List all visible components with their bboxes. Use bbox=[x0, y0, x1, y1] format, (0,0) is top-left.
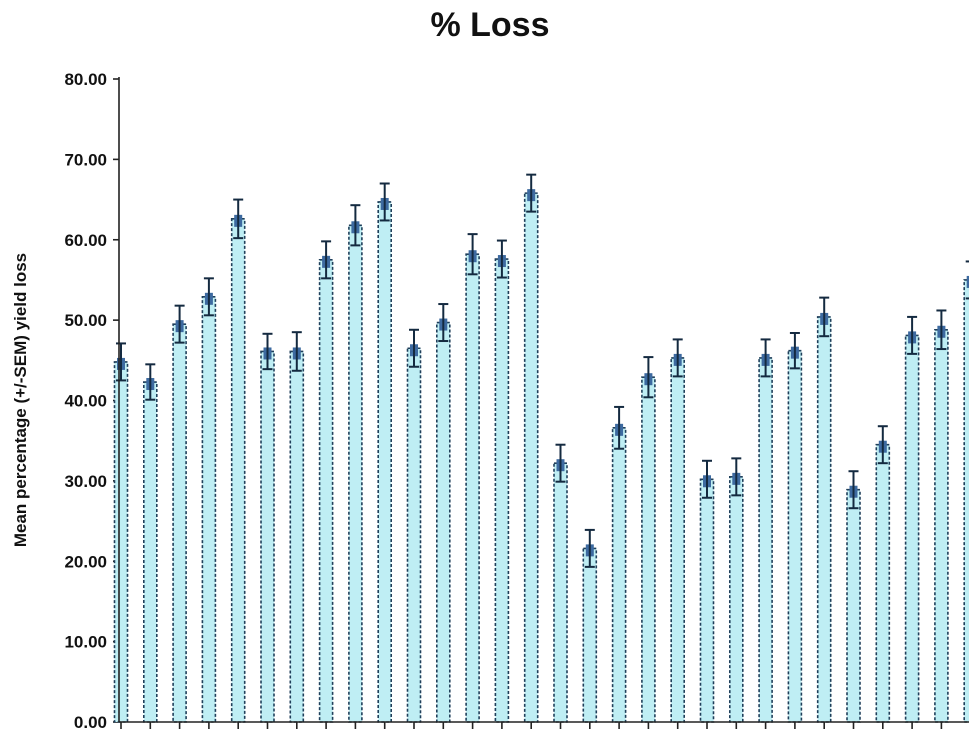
bar bbox=[553, 462, 568, 723]
bar-group bbox=[934, 309, 949, 723]
bar bbox=[934, 328, 949, 723]
bar-group bbox=[611, 405, 627, 723]
bar-group bbox=[289, 331, 305, 723]
bar-group bbox=[406, 328, 422, 723]
bar-group bbox=[963, 260, 969, 723]
bar-group bbox=[172, 304, 187, 723]
bar-mean-marker bbox=[966, 275, 969, 288]
bar bbox=[260, 350, 275, 723]
bar bbox=[172, 323, 187, 723]
y-tick-label: 10.00 bbox=[64, 633, 107, 652]
y-tick-label: 20.00 bbox=[64, 552, 107, 571]
bar-group bbox=[728, 457, 744, 723]
bar bbox=[875, 443, 891, 723]
bar bbox=[289, 350, 305, 723]
bar bbox=[406, 347, 422, 723]
bar bbox=[465, 253, 480, 723]
bar bbox=[201, 296, 217, 723]
bar-group bbox=[435, 303, 451, 723]
bar-group bbox=[846, 470, 861, 723]
bar bbox=[728, 476, 744, 723]
bar-group bbox=[260, 332, 275, 723]
bar bbox=[523, 192, 539, 723]
bar bbox=[670, 357, 686, 723]
y-tick-label: 70.00 bbox=[64, 150, 107, 169]
bar-group bbox=[904, 315, 920, 723]
bar-group bbox=[143, 363, 158, 723]
bar bbox=[641, 376, 656, 723]
y-axis-label: Mean percentage (+/-SEM) yield loss bbox=[11, 253, 30, 547]
y-tick-label: 30.00 bbox=[64, 472, 107, 491]
bar bbox=[143, 381, 158, 723]
bar-group bbox=[377, 182, 393, 723]
bar-group bbox=[553, 443, 568, 723]
bar bbox=[435, 321, 451, 723]
bar bbox=[230, 218, 246, 723]
y-tick-label: 80.00 bbox=[64, 70, 107, 89]
bar-group bbox=[670, 338, 686, 723]
y-tick-label: 50.00 bbox=[64, 311, 107, 330]
bar bbox=[377, 201, 393, 723]
bar bbox=[904, 334, 920, 723]
bar-group bbox=[230, 198, 246, 723]
bar-group bbox=[494, 239, 510, 723]
bar bbox=[816, 316, 832, 723]
bar-group bbox=[348, 204, 363, 723]
bar-group bbox=[875, 425, 891, 723]
bar bbox=[582, 547, 598, 723]
chart-title: % Loss bbox=[430, 6, 549, 44]
x-axis-ticks bbox=[120, 722, 943, 729]
y-tick-label: 40.00 bbox=[64, 392, 107, 411]
y-axis-ticks: 0.00 10.00 20.00 30.00 40.00 50.00 60.00 70.00 8… bbox=[64, 70, 119, 732]
bar-group bbox=[201, 277, 217, 723]
bar bbox=[318, 259, 334, 723]
bar-series bbox=[113, 173, 969, 723]
bar bbox=[348, 224, 363, 723]
bar bbox=[846, 488, 861, 723]
bar bbox=[611, 427, 627, 723]
bar-group bbox=[699, 459, 715, 723]
y-tick-label: 60.00 bbox=[64, 231, 107, 250]
bar-group bbox=[641, 356, 656, 723]
bar-group bbox=[113, 342, 129, 723]
bar bbox=[963, 279, 969, 723]
bar-group bbox=[523, 173, 539, 723]
bar bbox=[494, 258, 510, 723]
bar bbox=[758, 357, 773, 723]
bar-group bbox=[318, 240, 334, 723]
bar-group bbox=[816, 296, 832, 723]
y-tick-label: 0.00 bbox=[74, 713, 107, 732]
bar-group bbox=[465, 233, 480, 723]
bar-group bbox=[758, 338, 773, 723]
bar-group bbox=[787, 331, 803, 723]
bar bbox=[113, 361, 129, 723]
bar bbox=[787, 349, 803, 723]
bar-group bbox=[582, 528, 598, 723]
bar bbox=[699, 478, 715, 723]
